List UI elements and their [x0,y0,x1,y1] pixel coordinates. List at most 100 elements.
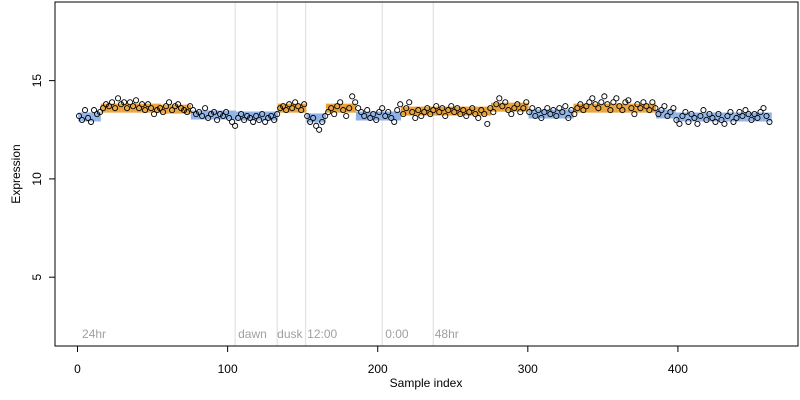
fit-bar [612,103,615,113]
fit-bar [521,102,523,112]
fit-bar [396,111,399,121]
data-point-100 [376,109,383,116]
data-point-201 [679,112,686,120]
data-point-160 [556,105,563,112]
fit-bar [702,112,705,122]
data-point-166 [574,105,581,112]
data-point-101 [379,105,386,112]
data-point-24 [148,105,155,112]
fit-bar [615,103,618,113]
data-point-0 [75,112,83,120]
data-point-29 [163,103,170,110]
fit-bar [292,103,295,113]
fit-bar [767,112,769,122]
data-point-205 [691,114,698,122]
fit-bar [445,106,448,116]
data-point-173 [595,105,602,112]
fit-bar [654,103,657,113]
fit-bar [87,112,89,122]
fit-bar [448,106,451,116]
data-point-138 [490,109,497,116]
data-point-150 [526,109,533,116]
data-point-225 [751,111,758,118]
fit-bar [166,104,169,114]
data-point-216 [724,112,731,120]
fit-bar [738,112,741,122]
fit-bar [602,103,604,113]
fit-bar [382,111,385,121]
data-point-211 [709,114,716,122]
fit-bar [723,112,726,122]
fit-bar [330,103,332,113]
fit-bar [719,112,721,122]
fit-bar [540,109,543,119]
fit-bar [672,109,675,119]
data-point-192 [652,105,659,112]
data-point-185 [631,111,638,118]
fit-bar [758,112,760,122]
fit-bar [97,112,100,122]
fit-bar [635,103,637,113]
fit-segment-9 [400,106,492,116]
fit-bar [412,106,415,116]
data-point-102 [382,112,389,120]
fit-bar [139,103,142,113]
data-point-34 [178,105,185,112]
data-point-158 [550,107,557,114]
fit-bar [603,103,606,113]
data-point-5 [90,107,98,114]
fit-bar [414,106,417,116]
fit-bar [669,109,672,119]
fit-bar [397,111,400,121]
data-point-136 [484,120,491,127]
data-point-111 [409,109,416,116]
data-point-109 [403,105,410,112]
fit-bar [318,113,320,123]
data-point-110 [406,99,413,106]
fit-bar [713,112,715,122]
data-point-43 [205,114,212,122]
fit-bar [261,111,263,121]
fit-bar [632,103,634,113]
data-point-131 [469,105,476,112]
fit-bar [438,106,441,116]
fit-bar [710,112,712,122]
data-point-115 [421,109,428,116]
fit-bar [231,110,233,120]
x-tick-label: 300 [518,362,538,376]
data-point-193 [655,111,662,118]
fit-bar [759,112,762,122]
data-point-171 [589,95,596,102]
data-point-63 [265,114,272,122]
fit-bar [527,102,529,112]
fit-bar [486,106,489,116]
data-point-99 [373,116,380,123]
fit-bar [687,112,690,122]
data-point-116 [424,105,431,112]
data-point-145 [511,105,518,112]
fit-bar [732,112,735,122]
fit-bar [663,109,666,119]
fit-bar [768,112,771,122]
fit-bar [503,102,505,112]
fit-bar [481,106,484,116]
data-point-187 [637,105,644,112]
x-tick-label: 100 [218,362,238,376]
data-point-207 [697,112,704,120]
data-point-197 [667,109,674,116]
data-point-194 [658,107,665,114]
data-point-112 [412,114,419,122]
fit-bar [578,103,580,113]
data-point-15 [121,99,128,106]
fit-bar [411,106,414,116]
data-point-132 [472,111,479,118]
data-point-4 [87,118,95,125]
data-point-177 [607,107,614,114]
fit-bar [94,112,97,122]
fit-bar [394,111,397,121]
data-point-223 [745,111,752,118]
fit-bar [439,106,442,116]
data-point-30 [166,99,173,106]
fit-bar [114,103,116,113]
